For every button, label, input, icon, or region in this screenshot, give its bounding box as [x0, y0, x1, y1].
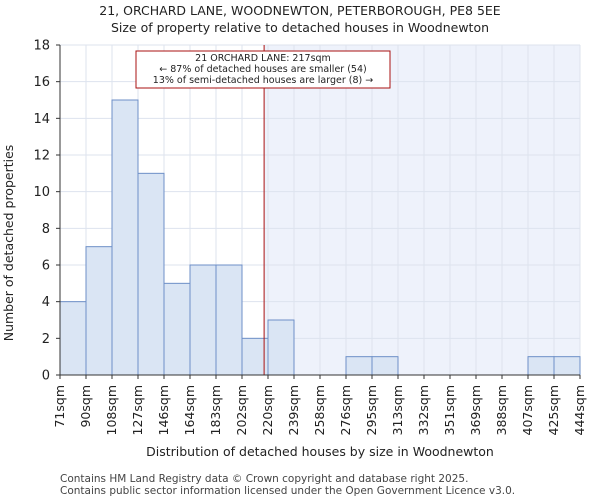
x-tick-label: 90sqm — [78, 385, 93, 428]
x-tick-label: 407sqm — [520, 385, 535, 435]
x-tick-label: 332sqm — [416, 385, 431, 435]
bars-group — [59, 99, 581, 376]
histogram-bar — [371, 356, 399, 376]
x-tick-label: 425sqm — [546, 385, 561, 435]
histogram-bar — [137, 172, 165, 376]
y-tick-label: 2 — [42, 332, 50, 347]
x-tick-label: 351sqm — [442, 385, 457, 435]
x-tick-label: 71sqm — [52, 385, 67, 428]
x-tick-label: 220sqm — [260, 385, 275, 435]
histogram-bar — [163, 282, 191, 376]
x-tick-label: 388sqm — [494, 385, 509, 435]
histogram-chart: 0 2 4 6 8 10 12 14 16 18 71sqm 90sqm 108sqm 127sqm 146… — [1, 39, 587, 460]
axes-group: 0 2 4 6 8 10 12 14 16 18 71sqm 90sqm 108sqm 127sqm 146… — [33, 39, 587, 436]
histogram-bar — [215, 264, 243, 376]
histogram-bar — [345, 356, 373, 376]
x-tick-label: 369sqm — [468, 385, 483, 435]
chart-title-line1: 21, ORCHARD LANE, WOODNEWTON, PETERBOROU… — [99, 3, 501, 18]
shaded-region — [264, 45, 580, 375]
histogram-bar — [111, 99, 139, 376]
x-tick-label: 164sqm — [182, 385, 197, 435]
x-tick-label: 444sqm — [572, 385, 587, 435]
y-tick-label: 12 — [33, 149, 50, 164]
x-tick-label: 108sqm — [104, 385, 119, 435]
x-tick-label: 127sqm — [130, 385, 145, 435]
x-tick-label: 276sqm — [338, 385, 353, 435]
annotation-line1: 21 ORCHARD LANE: 217sqm — [195, 53, 331, 64]
y-axis-label: Number of detached properties — [1, 145, 16, 342]
histogram-bar — [59, 301, 87, 376]
annotation-line3: 13% of semi-detached houses are larger (… — [153, 75, 373, 86]
y-tick-label: 8 — [42, 222, 50, 237]
y-tick-label: 14 — [33, 112, 50, 127]
footer-licence: Contains public sector information licen… — [60, 485, 516, 497]
y-tick-label: 6 — [42, 259, 50, 274]
y-tick-label: 4 — [42, 295, 50, 310]
histogram-bar — [553, 356, 581, 376]
x-tick-label: 258sqm — [312, 385, 327, 435]
x-tick-label: 146sqm — [156, 385, 171, 435]
y-tick-label: 10 — [33, 185, 50, 200]
annotation-box: 21 ORCHARD LANE: 217sqm ← 87% of detache… — [135, 50, 391, 89]
histogram-bar — [527, 356, 555, 376]
y-tick-label: 0 — [42, 369, 50, 384]
footer-copyright: Contains HM Land Registry data © Crown c… — [60, 473, 469, 485]
x-axis-label: Distribution of detached houses by size … — [146, 444, 494, 459]
y-tick-label: 16 — [33, 75, 50, 90]
x-tick-label: 202sqm — [234, 385, 249, 435]
histogram-bar — [267, 319, 295, 376]
x-tick-label: 295sqm — [364, 385, 379, 435]
histogram-bar — [85, 246, 113, 376]
chart-title-line2: Size of property relative to detached ho… — [110, 20, 490, 35]
y-tick-label: 18 — [33, 39, 50, 54]
annotation-line2: ← 87% of detached houses are smaller (54… — [159, 64, 366, 75]
histogram-bar — [189, 264, 217, 376]
x-tick-label: 183sqm — [208, 385, 223, 435]
x-tick-label: 239sqm — [286, 385, 301, 435]
x-tick-label: 313sqm — [390, 385, 405, 435]
annotation-frame — [135, 50, 391, 89]
